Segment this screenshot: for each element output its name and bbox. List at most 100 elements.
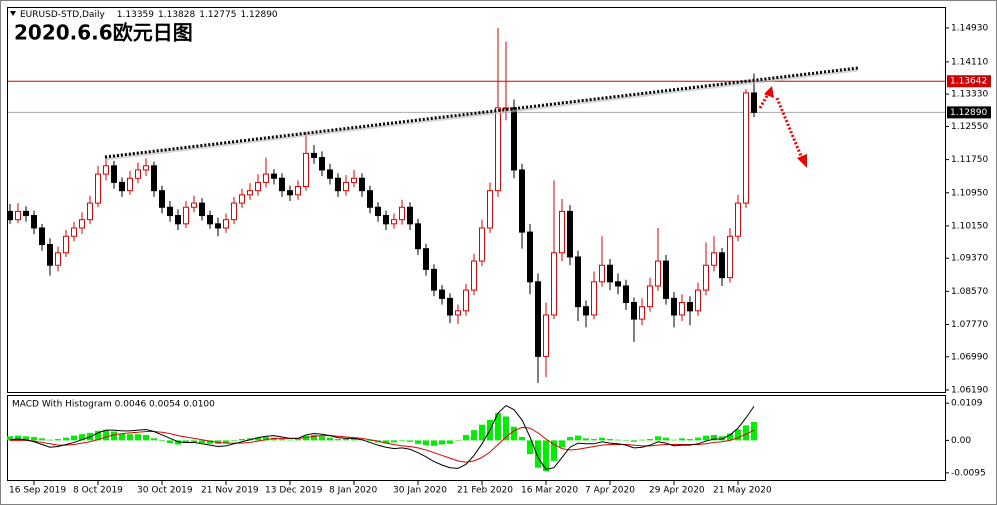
- candle-body: [255, 181, 261, 192]
- candle-body: [103, 165, 109, 175]
- histogram-bar: [23, 436, 29, 441]
- histogram-bar: [719, 436, 725, 441]
- histogram-bar: [207, 440, 213, 444]
- x-tick-label: 30 Jan 2020: [393, 486, 447, 496]
- candle-body: [647, 285, 653, 308]
- histogram-bar: [119, 433, 125, 441]
- candle-body: [615, 281, 621, 287]
- candle-body: [159, 190, 165, 208]
- histogram-bar: [495, 413, 501, 441]
- candle-body: [671, 297, 677, 316]
- arrow-up: [758, 93, 770, 109]
- histogram-bar: [559, 440, 565, 448]
- candle-body: [663, 260, 669, 299]
- candle-body: [15, 210, 21, 221]
- candle-body: [31, 215, 37, 229]
- histogram-bar: [159, 440, 165, 442]
- candle-body: [655, 260, 661, 287]
- symbol: EURUSD-STD,Daily: [20, 10, 105, 20]
- histogram-bar: [439, 440, 445, 445]
- y-tick-label: 1.14110: [951, 57, 988, 67]
- x-tick-label: 16 Mar 2020: [521, 486, 578, 496]
- x-tick-label: 16 Sep 2019: [9, 486, 66, 496]
- candle-body: [183, 206, 189, 225]
- histogram-bar: [223, 440, 229, 444]
- candle-body: [79, 219, 85, 229]
- histogram-bar: [407, 440, 413, 442]
- histogram-bar: [7, 436, 13, 441]
- histogram-bar: [279, 439, 285, 441]
- histogram-bar: [479, 424, 485, 441]
- candle-body: [599, 264, 605, 283]
- histogram-bar: [39, 438, 45, 441]
- candle-body: [63, 235, 69, 254]
- symbol-header: EURUSD-STD,Daily 1.13359 1.13828 1.12775 1.1…: [20, 10, 278, 20]
- candle-body: [471, 260, 477, 291]
- candle-body: [207, 215, 213, 225]
- candle-body: [695, 289, 701, 312]
- histogram-bar: [367, 440, 373, 442]
- candle-body: [287, 190, 293, 196]
- x-tick-label: 13 Dec 2019: [265, 486, 323, 496]
- candle-body: [135, 169, 141, 179]
- candle-body: [71, 227, 77, 237]
- macd-line: [9, 404, 755, 470]
- signal-line: [10, 426, 755, 463]
- candle-body: [175, 215, 181, 225]
- histogram-bar: [743, 425, 749, 441]
- candle-body: [447, 297, 453, 316]
- histogram-bar: [199, 440, 205, 444]
- y-tick-label: 1.09370: [951, 254, 988, 264]
- price-label-box: [947, 75, 991, 88]
- histogram-bar: [463, 434, 469, 441]
- histogram-bar: [351, 439, 357, 441]
- price-label-box: [947, 106, 991, 119]
- low: 1.12775: [199, 10, 236, 20]
- candle-body: [743, 92, 749, 204]
- y-tick-label: 1.11750: [951, 155, 988, 165]
- histogram-bar: [599, 437, 605, 441]
- x-tick-label: 21 May 2020: [713, 486, 772, 496]
- histogram-bar: [663, 437, 669, 441]
- candle-body: [391, 219, 397, 225]
- histogram-bar: [447, 440, 453, 444]
- histogram-bar: [431, 440, 437, 446]
- arrow-head: [764, 86, 774, 98]
- histogram-bar: [55, 439, 61, 441]
- candle-body: [215, 223, 221, 229]
- histogram-bar: [423, 440, 429, 446]
- close: 1.12890: [240, 10, 277, 20]
- candle-body: [223, 219, 229, 229]
- candle-body: [479, 227, 485, 262]
- histogram-bar: [151, 438, 157, 441]
- candle-body: [295, 186, 301, 196]
- histogram-bar: [679, 438, 685, 441]
- histogram-bar: [399, 440, 405, 442]
- y-tick-label: 1.07770: [951, 320, 988, 330]
- x-tick-label: 29 Apr 2020: [649, 486, 705, 496]
- histogram-bar: [567, 436, 573, 441]
- histogram-bar: [103, 430, 109, 441]
- trendline-shadow: [104, 68, 859, 161]
- histogram-bar: [343, 439, 349, 441]
- candle-body: [303, 152, 309, 188]
- histogram-bar: [623, 440, 629, 441]
- candle-body: [719, 252, 725, 279]
- histogram-bar: [167, 440, 173, 444]
- candle-body: [23, 210, 29, 217]
- x-tick-label: 8 Jan 2020: [329, 486, 377, 496]
- menu-triangle: [10, 11, 16, 16]
- x-tick-label: 21 Nov 2019: [201, 486, 259, 496]
- candle-body: [47, 244, 53, 266]
- candle-body: [319, 157, 325, 171]
- histogram-bar: [143, 434, 149, 441]
- price-label: 1.12890: [950, 108, 987, 118]
- histogram-bar: [727, 433, 733, 441]
- candle-body: [127, 177, 133, 192]
- candle-body: [575, 256, 581, 308]
- candle-body: [415, 223, 421, 250]
- candle-body: [247, 190, 253, 196]
- candle-body: [191, 202, 197, 208]
- candle-body: [639, 306, 645, 320]
